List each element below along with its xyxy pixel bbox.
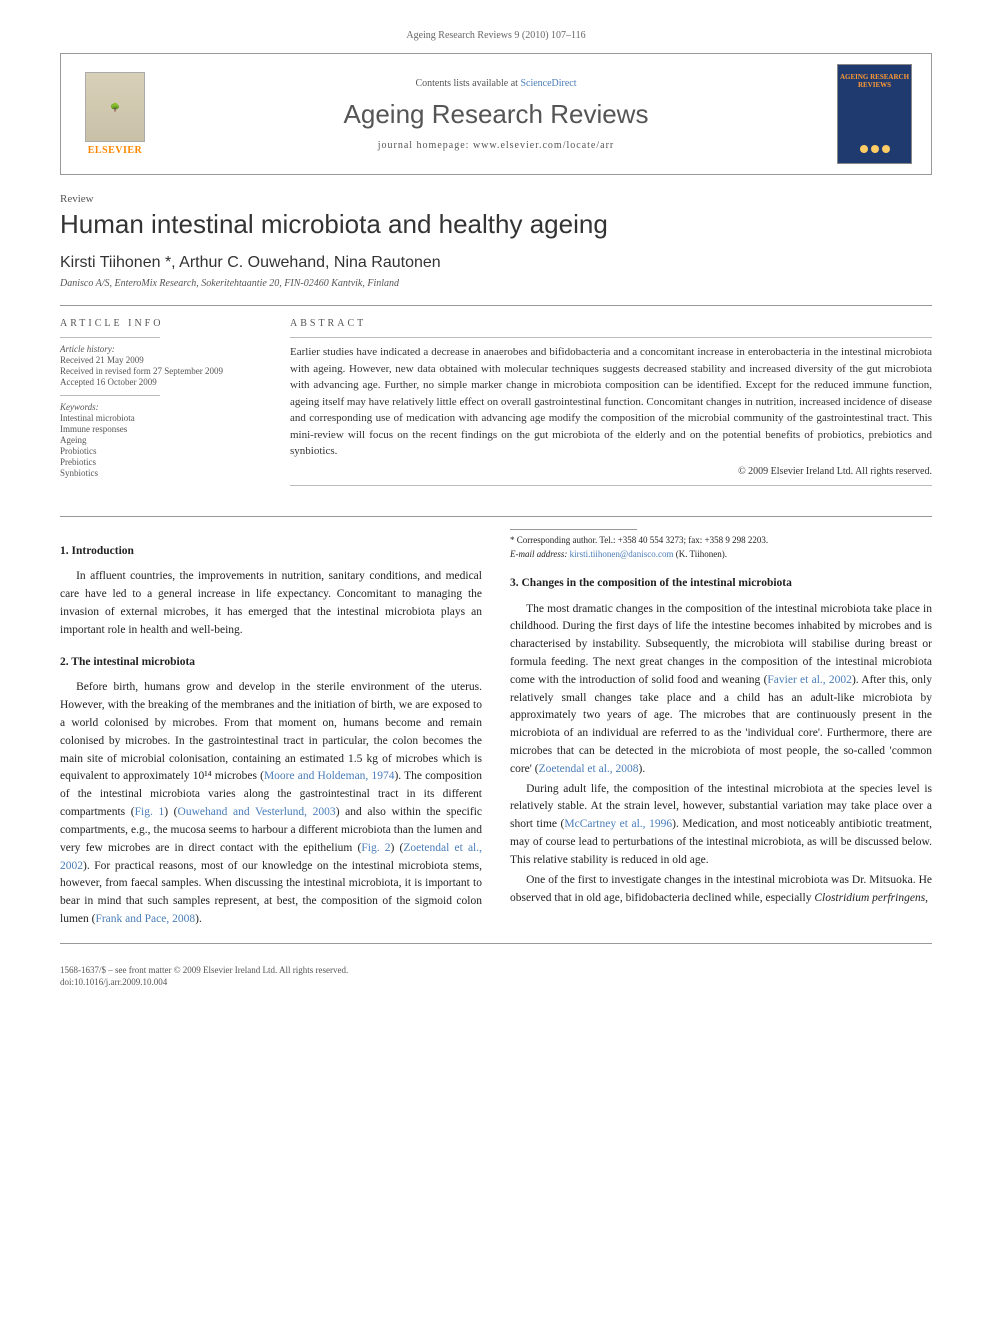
keyword: Synbiotics [60, 468, 260, 478]
paragraph: The most dramatic changes in the composi… [510, 601, 932, 779]
email-footnote: E-mail address: kirsti.tiihonen@danisco.… [510, 548, 932, 561]
abstract-copyright: © 2009 Elsevier Ireland Ltd. All rights … [290, 466, 932, 477]
contents-prefix: Contents lists available at [415, 78, 520, 89]
keyword: Ageing [60, 435, 260, 445]
section-heading-2: 2. The intestinal microbiota [60, 654, 482, 672]
journal-cover-icon: AGEING RESEARCH REVIEWS [837, 64, 912, 164]
keyword: Immune responses [60, 424, 260, 434]
sciencedirect-link[interactable]: ScienceDirect [520, 78, 576, 89]
cover-thumb-block: AGEING RESEARCH REVIEWS [837, 64, 917, 164]
homepage-url[interactable]: www.elsevier.com/locate/arr [473, 140, 614, 151]
keyword: Intestinal microbiota [60, 413, 260, 423]
footnotes: * Corresponding author. Tel.: +358 40 55… [510, 529, 932, 561]
divider [60, 516, 932, 517]
body-text: 1. Introduction In affluent countries, t… [60, 529, 932, 929]
publisher-block: 🌳 ELSEVIER [75, 72, 155, 156]
cover-thumb-title: AGEING RESEARCH REVIEWS [838, 73, 911, 90]
accepted-date: Accepted 16 October 2009 [60, 377, 260, 387]
bottom-divider [60, 943, 932, 944]
body-text-span: Before birth, humans grow and develop in… [60, 681, 482, 782]
abstract-divider [290, 337, 932, 338]
body-text-span: ) ( [164, 806, 177, 818]
citation-link[interactable]: McCartney et al., 1996 [564, 818, 672, 830]
body-text-span: ). [195, 913, 202, 925]
paragraph: During adult life, the composition of th… [510, 781, 932, 870]
citation-link[interactable]: Frank and Pace, 2008 [95, 913, 195, 925]
bottom-meta: 1568-1637/$ – see front matter © 2009 El… [60, 964, 932, 989]
cover-dots-icon [860, 145, 890, 153]
figure-link[interactable]: Fig. 2 [361, 842, 390, 854]
citation-link[interactable]: Ouwehand and Vesterlund, 2003 [178, 806, 336, 818]
abstract-heading: ABSTRACT [290, 318, 932, 329]
figure-link[interactable]: Fig. 1 [135, 806, 165, 818]
section-heading-3: 3. Changes in the composition of the int… [510, 575, 932, 593]
citation-link[interactable]: Zoetendal et al., 2008 [539, 763, 639, 775]
body-text-span: ). After this, only relatively small cha… [510, 674, 932, 775]
section-heading-1: 1. Introduction [60, 543, 482, 561]
article-info-block: ARTICLE INFO Article history: Received 2… [60, 318, 260, 492]
abstract-text: Earlier studies have indicated a decreas… [290, 344, 932, 460]
keyword: Prebiotics [60, 457, 260, 467]
history-label: Article history: [60, 344, 260, 354]
abstract-divider [290, 485, 932, 486]
journal-masthead: 🌳 ELSEVIER Contents lists available at S… [60, 53, 932, 175]
paragraph: In affluent countries, the improvements … [60, 568, 482, 639]
elsevier-tree-icon: 🌳 [85, 72, 145, 142]
contents-line: Contents lists available at ScienceDirec… [155, 78, 837, 89]
elsevier-label: ELSEVIER [88, 145, 143, 156]
footnote-divider [510, 529, 637, 530]
journal-title: Ageing Research Reviews [155, 99, 837, 130]
email-suffix: (K. Tiihonen). [673, 549, 727, 559]
paragraph: One of the first to investigate changes … [510, 872, 932, 908]
keyword: Probiotics [60, 446, 260, 456]
abstract-block: ABSTRACT Earlier studies have indicated … [290, 318, 932, 492]
keywords-label: Keywords: [60, 402, 260, 412]
affiliation: Danisco A/S, EnteroMix Research, Sokerit… [60, 278, 932, 289]
email-label: E-mail address: [510, 549, 570, 559]
info-divider [60, 337, 160, 338]
divider [60, 305, 932, 306]
article-title: Human intestinal microbiota and healthy … [60, 209, 932, 240]
email-link[interactable]: kirsti.tiihonen@danisco.com [570, 549, 674, 559]
citation-link[interactable]: Favier et al., 2002 [767, 674, 852, 686]
article-info-heading: ARTICLE INFO [60, 318, 260, 329]
homepage-prefix: journal homepage: [378, 140, 473, 151]
issn-line: 1568-1637/$ – see front matter © 2009 El… [60, 964, 932, 977]
running-header: Ageing Research Reviews 9 (2010) 107–116 [60, 30, 932, 41]
journal-homepage: journal homepage: www.elsevier.com/locat… [155, 140, 837, 151]
article-type: Review [60, 193, 932, 205]
author-list: Kirsti Tiihonen *, Arthur C. Ouwehand, N… [60, 254, 932, 272]
body-text-span: ). [639, 763, 646, 775]
body-text-span: ) ( [391, 842, 404, 854]
revised-date: Received in revised form 27 September 20… [60, 366, 260, 376]
corresponding-author-footnote: * Corresponding author. Tel.: +358 40 55… [510, 534, 932, 547]
info-divider [60, 395, 160, 396]
doi-line: doi:10.1016/j.arr.2009.10.004 [60, 976, 932, 989]
masthead-center: Contents lists available at ScienceDirec… [155, 78, 837, 151]
species-name: Clostridium perfringens, [814, 892, 928, 904]
received-date: Received 21 May 2009 [60, 355, 260, 365]
info-abstract-row: ARTICLE INFO Article history: Received 2… [60, 318, 932, 492]
citation-link[interactable]: Moore and Holdeman, 1974 [264, 770, 395, 782]
paragraph: Before birth, humans grow and develop in… [60, 679, 482, 928]
